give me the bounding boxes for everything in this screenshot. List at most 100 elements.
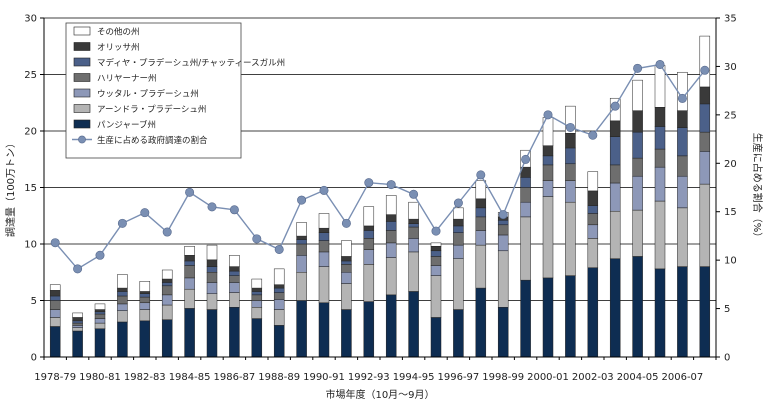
bar-segment xyxy=(161,285,173,296)
bar-segment xyxy=(341,264,352,273)
x-axis-title: 市場年度（10月～9月） xyxy=(325,388,434,401)
legend-label: オリッサ州 xyxy=(97,43,140,53)
bar-segment xyxy=(677,71,688,111)
bar-segment xyxy=(49,326,61,358)
bar-segment xyxy=(632,209,643,257)
legend-box xyxy=(65,22,242,159)
bar-segment xyxy=(273,284,285,289)
bar-segment xyxy=(139,281,151,292)
legend-swatch xyxy=(73,88,91,98)
bar-segment xyxy=(453,309,464,358)
bar-segment xyxy=(497,234,509,252)
bar-segment xyxy=(229,275,240,283)
bar-segment xyxy=(632,157,643,177)
legend-label: ウッタル・プラデーシュ州 xyxy=(97,89,199,100)
bar-segment xyxy=(296,239,307,245)
bar-segment xyxy=(341,283,352,310)
bar-segment xyxy=(542,196,554,279)
bar-segment xyxy=(363,206,375,227)
bar-segment xyxy=(49,317,61,327)
bar-segment xyxy=(117,321,128,358)
bar-segment xyxy=(475,230,487,246)
bar-segment xyxy=(430,242,442,247)
bar-segment xyxy=(296,235,307,240)
bar-segment xyxy=(184,255,195,262)
legend-label: マディヤ・プラデーシュ州/チャッティースガル州 xyxy=(97,58,285,69)
bar-segment xyxy=(251,278,263,289)
share-point xyxy=(431,226,441,236)
x-tick-label: 1982-83 xyxy=(124,372,166,383)
x-tick-label: 1980-81 xyxy=(79,372,121,383)
bar-segment xyxy=(408,218,419,224)
bar-segment xyxy=(587,213,599,226)
bar-segment xyxy=(677,207,688,267)
bar-segment xyxy=(363,264,375,302)
bar-segment xyxy=(385,214,397,222)
bar-segment xyxy=(453,207,464,220)
bar-segment xyxy=(363,249,375,265)
bar-segment xyxy=(94,322,106,330)
share-point xyxy=(655,59,665,69)
share-point xyxy=(229,205,239,215)
x-tick-label: 1988-89 xyxy=(258,372,300,383)
x-tick-label: 2002-03 xyxy=(572,372,614,383)
bar-segment xyxy=(318,227,330,233)
bar-segment xyxy=(699,131,711,152)
bar-segment xyxy=(229,270,240,276)
legend-label: アーンドラ・プラデーシュ州 xyxy=(97,104,206,115)
legend-swatch xyxy=(73,119,91,129)
bar-segment xyxy=(206,244,218,261)
bar-segment xyxy=(542,180,554,197)
bar-segment xyxy=(565,201,576,276)
bar-segment xyxy=(430,246,442,252)
bar-segment xyxy=(229,282,240,293)
x-tick-label: 1996-97 xyxy=(438,372,480,383)
bar-segment xyxy=(161,294,173,306)
bar-segment xyxy=(542,277,554,358)
bar-segment xyxy=(72,320,83,324)
x-tick-label: 2006-07 xyxy=(662,372,704,383)
legend-swatch xyxy=(73,42,91,51)
share-point xyxy=(543,110,553,120)
share-point xyxy=(95,250,105,260)
bar-segment xyxy=(565,163,576,181)
y-tick-label-right: 0 xyxy=(724,353,730,364)
bar-segment xyxy=(408,201,419,220)
bar-segment xyxy=(654,107,666,127)
bar-segment xyxy=(49,309,61,318)
bar-segment xyxy=(430,250,442,257)
bars-layer xyxy=(49,35,711,358)
bar-segment xyxy=(229,266,240,272)
bar-segment xyxy=(677,155,688,177)
bar-segment xyxy=(341,256,352,262)
bar-segment xyxy=(475,207,487,218)
bar-segment xyxy=(229,292,240,308)
bar-segment xyxy=(72,327,83,332)
bar-segment xyxy=(699,151,711,185)
bar-segment xyxy=(699,86,711,105)
share-point xyxy=(476,170,486,180)
bar-segment xyxy=(565,275,576,358)
bar-segment xyxy=(475,216,487,231)
bar-segment xyxy=(318,213,330,229)
bar-segment xyxy=(497,224,509,236)
bar-segment xyxy=(587,224,599,239)
bar-segment xyxy=(161,269,173,280)
bar-segment xyxy=(318,240,330,253)
bar-segment xyxy=(408,223,419,228)
bar-segment xyxy=(49,290,61,297)
bar-segment xyxy=(229,307,240,358)
bar-segment xyxy=(273,325,285,358)
bar-segment xyxy=(677,175,688,209)
bar-segment xyxy=(296,222,307,237)
bar-segment xyxy=(117,274,128,289)
y-tick-label-left: 30 xyxy=(24,14,37,25)
share-point xyxy=(162,227,172,237)
bar-segment xyxy=(632,175,643,211)
bar-segment xyxy=(542,155,554,166)
y-tick-label-right: 25 xyxy=(724,110,737,121)
bar-segment xyxy=(453,225,464,233)
bar-segment xyxy=(296,255,307,273)
bar-segment xyxy=(184,308,195,358)
share-point xyxy=(274,244,284,254)
